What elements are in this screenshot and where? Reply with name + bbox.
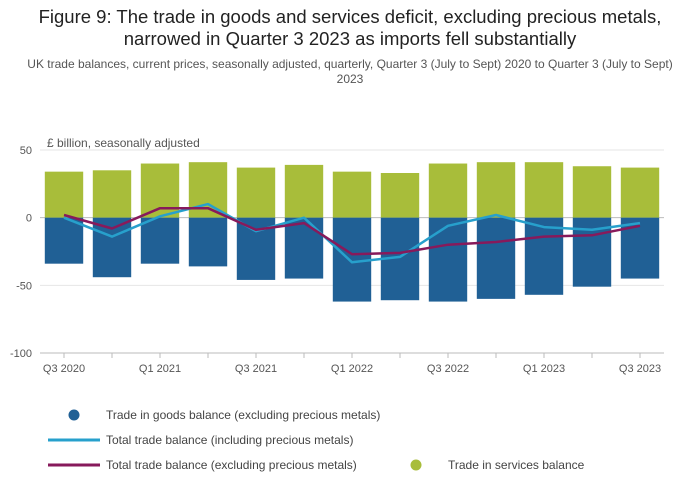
legend-item-label: Total trade balance (including precious … [106,433,353,447]
legend-dot-icon [68,409,80,421]
x-tick-label: Q3 2021 [235,363,277,375]
y-tick-label: 50 [20,145,32,157]
y-tick-label: -100 [10,348,32,360]
services-bar [284,164,324,218]
goods-bar [428,217,468,302]
x-tick-label: Q3 2022 [427,363,469,375]
services-bar [620,167,660,218]
services-bar [428,163,468,218]
services-bar [236,167,276,218]
x-tick-label: Q3 2020 [43,363,85,375]
goods-bar [476,217,516,299]
legend-dot-icon [410,459,422,471]
legend-item-label: Trade in goods balance (excluding precio… [106,408,380,422]
y-tick-label: 0 [26,213,32,225]
services-bar [92,170,132,218]
legend-item-label: Total trade balance (excluding precious … [106,458,357,472]
total-balance-incl-precious-metals-line [63,202,641,264]
services-bar [524,162,564,218]
goods-bar [44,217,84,264]
x-tick-label: Q1 2022 [331,363,373,375]
x-tick-label: Q1 2023 [523,363,565,375]
services-bar [332,171,372,218]
goods-bar [524,217,564,295]
x-tick-label: Q1 2021 [139,363,181,375]
chart-subtitle: UK trade balances, current prices, seaso… [27,57,673,86]
goods-bar [92,217,132,278]
services-bar [380,173,420,218]
goods-bar [188,217,228,267]
y-axis-unit-label: £ billion, seasonally adjusted [47,136,200,150]
y-tick-label: -50 [16,280,32,292]
goods-bar [284,217,324,279]
chart-title: Figure 9: The trade in goods and service… [38,6,662,49]
x-tick-label: Q3 2023 [619,363,661,375]
services-bar [476,162,516,218]
services-bar [44,171,84,218]
total-balance-excl-precious-metals-line [63,206,641,256]
legend-item-label: Trade in services balance [448,458,585,472]
services-bar [572,166,612,218]
goods-bar [140,217,180,264]
